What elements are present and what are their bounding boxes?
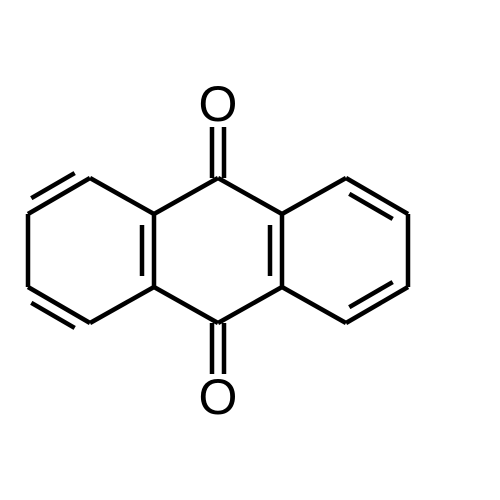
atom-label-o1: O [199, 76, 238, 132]
molecule-diagram: OO [0, 0, 500, 500]
atom-label-o2: O [199, 369, 238, 425]
